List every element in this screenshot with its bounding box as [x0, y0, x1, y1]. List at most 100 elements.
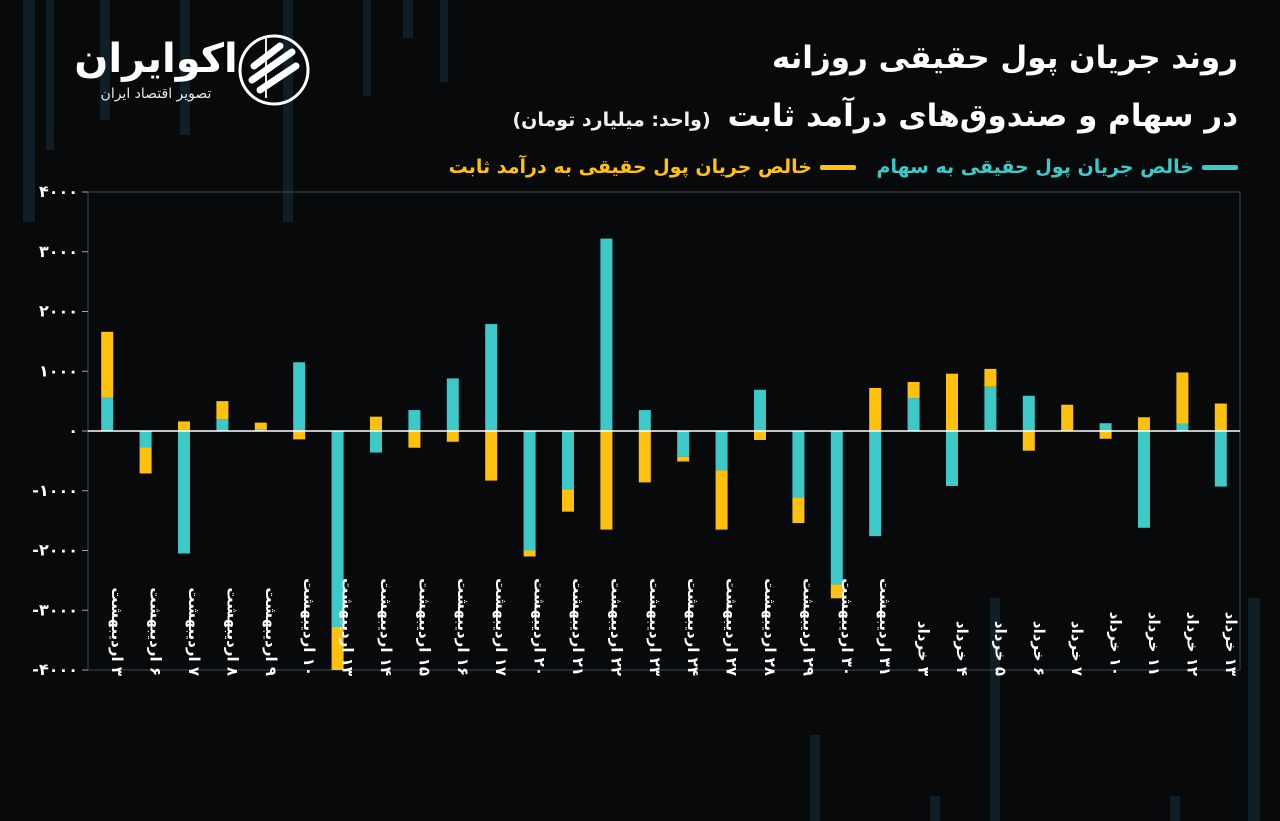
- y-tick-label: ۴۰۰۰: [39, 182, 78, 201]
- bar-stocks: [715, 431, 728, 471]
- bar-fixed-income: [101, 331, 114, 398]
- bar-stocks: [869, 431, 882, 537]
- bar-fixed-income: [984, 368, 997, 387]
- x-tick-label: ۸ اردیبهشت: [223, 587, 241, 676]
- bar-fixed-income: [562, 489, 574, 512]
- x-tick-label: ۳۱ اردیبهشت: [876, 578, 894, 676]
- bar-fixed-income: [216, 401, 229, 420]
- y-tick-label: ۳۰۰۰: [39, 242, 78, 261]
- x-tick-label: ۳۰ اردیبهشت: [838, 578, 856, 676]
- bar-fixed-income: [485, 431, 498, 481]
- bar-stocks: [331, 431, 344, 627]
- x-tick-label: ۷ اردیبهشت: [185, 587, 203, 676]
- legend-item-stocks: خالص جریان پول حقیقی به سهام: [877, 156, 1238, 178]
- bar-fixed-income: [754, 431, 766, 440]
- bar-fixed-income: [907, 382, 920, 399]
- bar-fixed-income: [869, 387, 882, 431]
- y-tick-label: ۲۰۰۰: [39, 302, 78, 321]
- x-tick-label: ۲۴ اردیبهشت: [684, 578, 702, 676]
- bar-stocks: [562, 431, 574, 490]
- bar-stocks: [754, 389, 766, 431]
- x-tick-label: ۲۸ اردیبهشت: [761, 578, 779, 676]
- bar-stocks: [830, 431, 843, 585]
- bar-fixed-income: [1022, 431, 1035, 451]
- bar-fixed-income: [331, 626, 344, 670]
- x-tick-label: ۷ خرداد: [1068, 621, 1086, 676]
- y-tick-label: -۲۰۰۰: [32, 541, 78, 560]
- x-tick-label: ۱۱ خرداد: [1145, 612, 1163, 676]
- x-tick-label: ۱۳ خرداد: [1222, 612, 1240, 676]
- bar-stocks: [984, 386, 997, 431]
- bar-stocks: [101, 397, 114, 431]
- x-tick-label: ۱۰ اردیبهشت: [300, 578, 318, 676]
- bar-fixed-income: [1138, 417, 1150, 431]
- x-tick-label: ۹ اردیبهشت: [262, 587, 280, 676]
- x-tick-label: ۲۰ اردیبهشت: [531, 578, 549, 676]
- legend-label-stocks: خالص جریان پول حقیقی به سهام: [876, 156, 1194, 178]
- y-tick-label: -۳۰۰۰: [32, 600, 78, 619]
- bar-stocks: [523, 431, 536, 551]
- legend-item-fixed-income: خالص جریان پول حقیقی به درآمد ثابت: [449, 156, 856, 178]
- legend-label-fixed-income: خالص جریان پول حقیقی به درآمد ثابت: [448, 156, 812, 178]
- x-tick-label: ۱۴ اردیبهشت: [377, 578, 395, 676]
- brand-name: اکوایران: [74, 36, 238, 82]
- legend-swatch-stocks: [1202, 165, 1238, 170]
- x-tick-label: ۱۰ خرداد: [1107, 612, 1125, 676]
- bar-stocks: [1138, 431, 1150, 528]
- x-tick-label: ۱۶ اردیبهشت: [454, 578, 472, 676]
- x-tick-label: ۲۷ اردیبهشت: [723, 578, 741, 676]
- bar-fixed-income: [946, 373, 958, 431]
- legend-swatch-fixed-income: [819, 165, 856, 170]
- bar-stocks: [446, 378, 459, 431]
- bar-stocks: [178, 431, 190, 554]
- bar-fixed-income: [293, 431, 306, 440]
- bar-fixed-income: [408, 431, 421, 448]
- bar-stocks: [946, 431, 958, 486]
- bar-stocks: [293, 362, 306, 431]
- x-tick-label: ۶ خرداد: [1030, 621, 1048, 676]
- bar-stocks: [638, 410, 651, 431]
- bar-fixed-income: [830, 584, 843, 599]
- bar-fixed-income: [1099, 431, 1112, 439]
- y-tick-label: ۱۰۰۰: [39, 361, 78, 380]
- bar-fixed-income: [792, 497, 805, 524]
- bar-fixed-income: [715, 470, 728, 530]
- chart-title-line1: روند جریان پول حقیقی روزانه: [771, 40, 1238, 76]
- bar-fixed-income: [677, 456, 690, 462]
- brand-logo: اکوایران تصویر اقتصاد ایران: [50, 30, 312, 106]
- bar-stocks: [677, 431, 690, 457]
- brand-mark-icon: [238, 34, 310, 106]
- brand-tagline: تصویر اقتصاد ایران: [100, 86, 212, 102]
- x-tick-label: ۲۳ اردیبهشت: [646, 578, 664, 676]
- x-tick-label: ۱۳ اردیبهشت: [339, 578, 357, 676]
- y-tick-label: -۱۰۰۰: [32, 481, 78, 500]
- y-tick-label: -۴۰۰۰: [32, 660, 78, 679]
- bar-fixed-income: [139, 447, 152, 474]
- chart-title-line2-text: در سهام و صندوق‌های درآمد ثابت: [727, 98, 1238, 134]
- x-tick-label: ۱۵ اردیبهشت: [415, 578, 433, 676]
- bar-fixed-income: [1214, 403, 1227, 431]
- bar-fixed-income: [178, 421, 190, 431]
- chart-title-line2: در سهام و صندوق‌های درآمد ثابت (واحد: می…: [512, 98, 1238, 134]
- bar-stocks: [1176, 423, 1189, 431]
- bar-stocks: [408, 410, 421, 431]
- bar-stocks: [1214, 431, 1227, 487]
- bar-stocks: [792, 431, 805, 498]
- bar-fixed-income: [254, 422, 267, 430]
- bar-stocks: [1022, 395, 1035, 431]
- unit-label: (واحد: میلیارد تومان): [512, 109, 711, 131]
- x-tick-label: ۲۲ اردیبهشت: [607, 578, 625, 676]
- bar-fixed-income: [523, 550, 536, 557]
- bar-fixed-income: [370, 416, 382, 431]
- bar-stocks: [139, 431, 152, 448]
- bar-stocks: [370, 431, 382, 453]
- x-tick-label: ۲۱ اردیبهشت: [569, 578, 587, 676]
- bar-fixed-income: [600, 431, 613, 530]
- x-tick-label: ۶ اردیبهشت: [147, 587, 165, 676]
- x-tick-label: ۵ خرداد: [991, 621, 1009, 676]
- bar-fixed-income: [1176, 372, 1189, 424]
- bar-stocks: [216, 419, 229, 431]
- chart-legend: خالص جریان پول حقیقی به سهام خالص جریان …: [435, 156, 1238, 178]
